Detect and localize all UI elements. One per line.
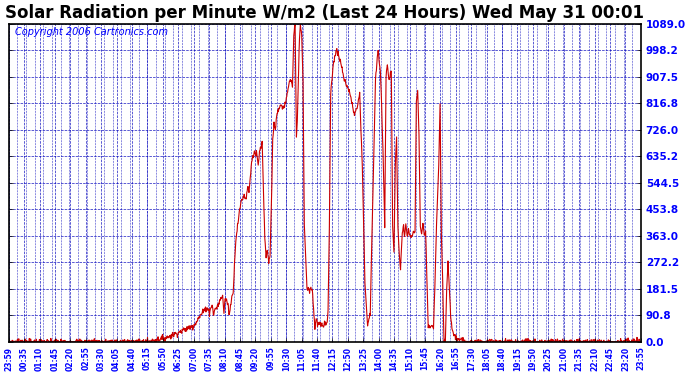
Title: Solar Radiation per Minute W/m2 (Last 24 Hours) Wed May 31 00:01: Solar Radiation per Minute W/m2 (Last 24… xyxy=(6,4,644,22)
Text: Copyright 2006 Cartronics.com: Copyright 2006 Cartronics.com xyxy=(15,27,168,37)
